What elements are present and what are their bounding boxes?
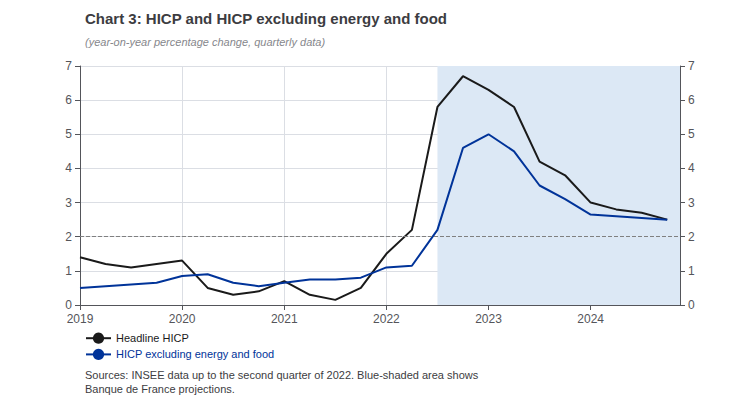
svg-text:1: 1	[688, 264, 695, 278]
svg-text:Banque de France projections.: Banque de France projections.	[85, 383, 235, 395]
svg-text:Headline HICP: Headline HICP	[116, 332, 189, 344]
svg-text:1: 1	[65, 264, 72, 278]
svg-text:2022: 2022	[373, 312, 400, 326]
svg-text:(year-on-year percentage chang: (year-on-year percentage change, quarter…	[85, 36, 325, 48]
svg-text:3: 3	[688, 196, 695, 210]
svg-text:4: 4	[65, 161, 72, 175]
svg-text:0: 0	[65, 298, 72, 312]
svg-text:2: 2	[65, 230, 72, 244]
svg-text:2023: 2023	[475, 312, 502, 326]
svg-text:4: 4	[688, 161, 695, 175]
svg-text:6: 6	[65, 93, 72, 107]
svg-text:6: 6	[688, 93, 695, 107]
svg-text:Sources: INSEE data up to the: Sources: INSEE data up to the second qua…	[85, 369, 479, 381]
svg-text:3: 3	[65, 196, 72, 210]
svg-text:2024: 2024	[577, 312, 604, 326]
svg-text:2019: 2019	[67, 312, 94, 326]
svg-text:0: 0	[688, 298, 695, 312]
svg-text:7: 7	[688, 59, 695, 73]
svg-text:Chart 3: HICP and HICP excludi: Chart 3: HICP and HICP excluding energy …	[85, 10, 447, 27]
svg-text:2021: 2021	[271, 312, 298, 326]
svg-text:HICP excluding energy and food: HICP excluding energy and food	[116, 348, 274, 360]
svg-text:2020: 2020	[169, 312, 196, 326]
svg-text:2: 2	[688, 230, 695, 244]
svg-text:5: 5	[65, 127, 72, 141]
svg-text:5: 5	[688, 127, 695, 141]
svg-text:7: 7	[65, 59, 72, 73]
